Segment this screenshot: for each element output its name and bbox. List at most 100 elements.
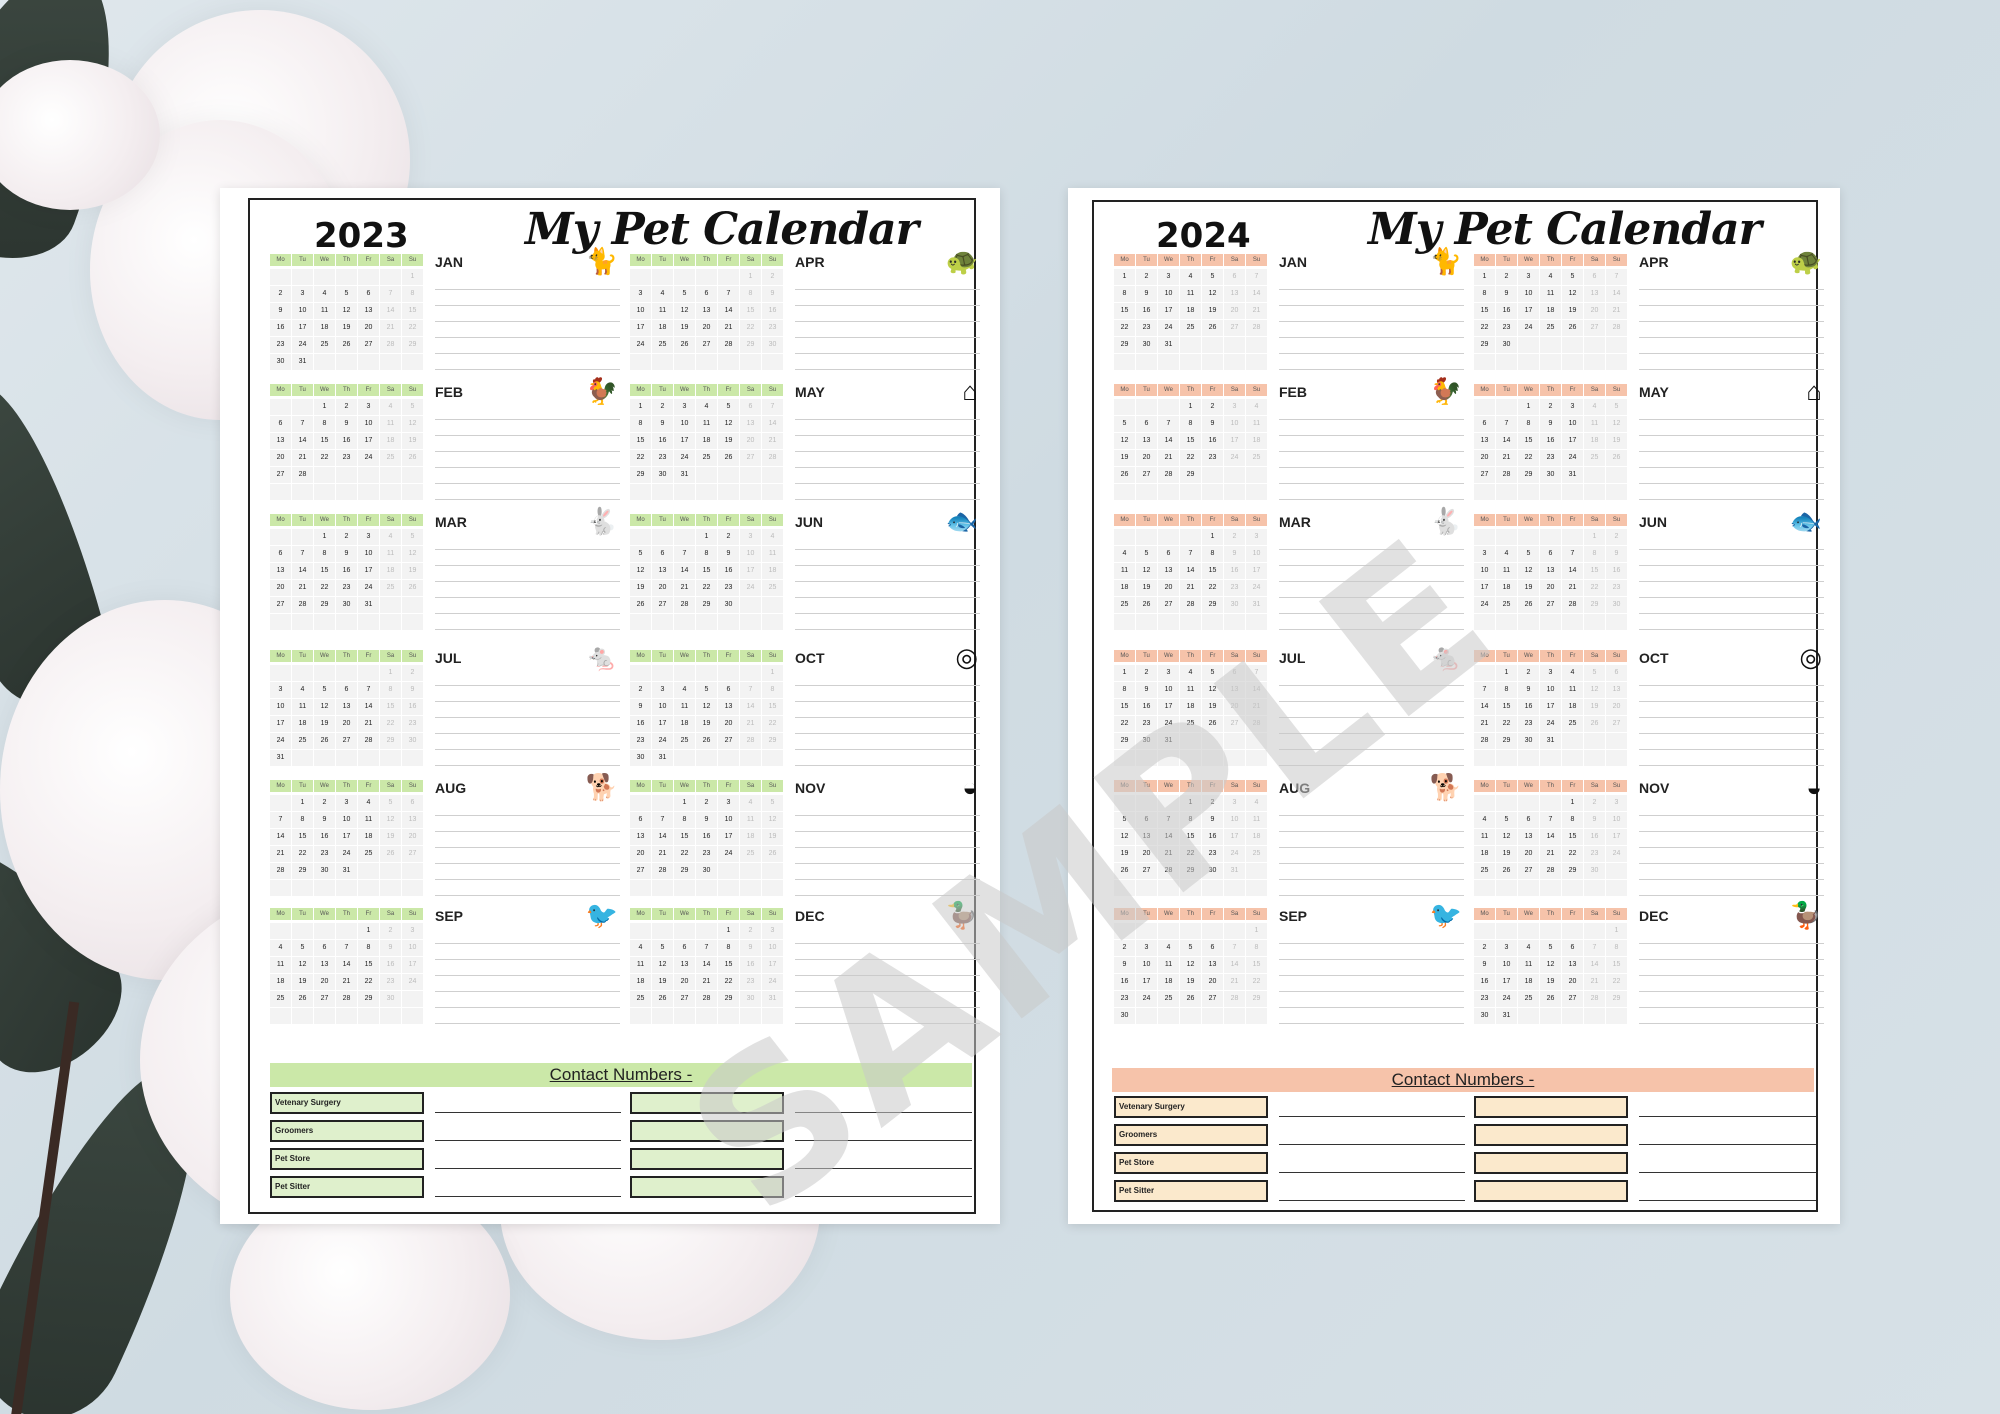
contact-write-line[interactable] <box>1279 1116 1465 1117</box>
month-day-grid: Mo Tu We Th Fr Sa Su 1 2 3 4 5 6 7 8 9 10 11 12 13 14 15 16 17 1… <box>630 514 784 630</box>
weekday-header: Tu <box>1136 650 1157 662</box>
day-cell: 6 <box>270 416 291 432</box>
weekday-header: Sa <box>380 780 401 792</box>
day-cell: 31 <box>1246 597 1267 613</box>
contact-write-line[interactable] <box>1279 1144 1465 1145</box>
empty-day-cell <box>402 484 423 500</box>
contact-write-line[interactable] <box>1639 1144 1816 1145</box>
day-cells: 1 2 3 4 5 6 7 8 9 10 11 12 13 14 15 16 17 18 19 20 21 22 23 24 2… <box>1474 665 1628 766</box>
weekday-header: Th <box>696 908 717 920</box>
contact-blank-box[interactable] <box>1474 1096 1628 1118</box>
month-block-nov: Mo Tu We Th Fr Sa Su 1 2 3 4 5 6 7 8 9 10 11 12 13 14 15 16 17 1… <box>630 774 980 910</box>
contact-blank-box[interactable] <box>630 1092 784 1114</box>
contact-label-box: Vetenary Surgery <box>1114 1096 1268 1118</box>
contact-write-line[interactable] <box>1279 1200 1465 1201</box>
weekday-header: We <box>1518 650 1539 662</box>
day-cell: 14 <box>270 829 291 845</box>
contact-write-line[interactable] <box>795 1112 972 1113</box>
contact-write-line[interactable] <box>435 1196 621 1197</box>
day-cell: 27 <box>696 337 717 353</box>
day-cell: 28 <box>1606 320 1627 336</box>
empty-day-cell <box>1224 337 1245 353</box>
day-cell: 2 <box>718 529 739 545</box>
day-cell: 2 <box>270 286 291 302</box>
weekday-header: We <box>1158 780 1179 792</box>
day-cell: 24 <box>1136 991 1157 1007</box>
empty-day-cell <box>1540 337 1561 353</box>
day-cell: 10 <box>1562 416 1583 432</box>
day-cell: 31 <box>1158 337 1179 353</box>
day-cell: 31 <box>762 991 783 1007</box>
pet-bowl-icon: ◒ <box>1806 772 1822 802</box>
contact-write-line[interactable] <box>795 1168 972 1169</box>
contact-blank-box[interactable] <box>630 1176 784 1198</box>
day-cell: 24 <box>674 450 695 466</box>
day-cell: 28 <box>718 337 739 353</box>
weekday-header: Th <box>336 650 357 662</box>
contact-write-line[interactable] <box>1639 1172 1816 1173</box>
day-cell: 5 <box>314 682 335 698</box>
day-cell: 21 <box>380 320 401 336</box>
weekday-header: Tu <box>1136 514 1157 526</box>
contact-write-line[interactable] <box>435 1112 621 1113</box>
weekday-header: Su <box>1246 780 1267 792</box>
day-cell: 4 <box>1114 546 1135 562</box>
notes-lines <box>795 274 980 382</box>
contact-write-line[interactable] <box>1279 1172 1465 1173</box>
day-cell: 1 <box>630 399 651 415</box>
contact-blank-box[interactable] <box>630 1120 784 1142</box>
weekday-header: Sa <box>740 780 761 792</box>
month-name: NOV <box>1639 780 1670 796</box>
contact-blank-box[interactable] <box>1474 1180 1628 1202</box>
empty-day-cell <box>1496 923 1517 939</box>
weekday-header: Mo <box>1474 908 1495 920</box>
day-cell: 15 <box>402 303 423 319</box>
contact-write-line[interactable] <box>435 1168 621 1169</box>
empty-day-cell <box>1562 529 1583 545</box>
month-block-jan: Mo Tu We Th Fr Sa Su 1 2 3 4 5 6 7 8 9 10 11 12 13 14 15 16 17 1… <box>270 248 620 384</box>
empty-day-cell <box>1584 750 1605 766</box>
empty-day-cell <box>1136 529 1157 545</box>
empty-day-cell <box>630 529 651 545</box>
weekday-header: Fr <box>1562 384 1583 396</box>
day-cell: 30 <box>1136 337 1157 353</box>
day-cell: 26 <box>630 597 651 613</box>
day-cell: 24 <box>292 337 313 353</box>
day-cell: 11 <box>380 546 401 562</box>
contact-write-line[interactable] <box>795 1140 972 1141</box>
contact-write-line[interactable] <box>1639 1116 1816 1117</box>
weekday-header-row: Mo Tu We Th Fr Sa Su <box>270 514 424 526</box>
day-cell: 4 <box>1246 795 1267 811</box>
day-cell: 11 <box>652 303 673 319</box>
empty-day-cell <box>740 750 761 766</box>
notes-lines <box>1279 534 1464 642</box>
day-cell: 21 <box>1562 580 1583 596</box>
contact-blank-box[interactable] <box>1474 1124 1628 1146</box>
contact-write-line[interactable] <box>795 1196 972 1197</box>
contact-write-line[interactable] <box>1639 1200 1816 1201</box>
day-cell: 26 <box>402 450 423 466</box>
contact-write-line[interactable] <box>435 1140 621 1141</box>
day-cell: 5 <box>1496 812 1517 828</box>
weekday-header-row: Mo Tu We Th Fr Sa Su <box>1474 650 1628 662</box>
duck-icon: 🦆 <box>1789 900 1822 930</box>
day-cell: 14 <box>1474 699 1495 715</box>
empty-day-cell <box>652 269 673 285</box>
weekday-header: We <box>314 650 335 662</box>
day-cell: 28 <box>652 863 673 879</box>
empty-day-cell <box>1606 1008 1627 1024</box>
month-block-mar: Mo Tu We Th Fr Sa Su 1 2 3 4 5 6 7 8 9 10 11 12 13 14 15 16 17 1… <box>1114 508 1464 644</box>
empty-day-cell <box>762 354 783 370</box>
empty-day-cell <box>1540 614 1561 630</box>
empty-day-cell <box>1474 614 1495 630</box>
day-cell: 5 <box>336 286 357 302</box>
weekday-header: Tu <box>1496 514 1517 526</box>
mouse-icon: 🐁 <box>1429 642 1462 672</box>
contact-blank-box[interactable] <box>630 1148 784 1170</box>
day-cell: 20 <box>718 716 739 732</box>
empty-day-cell <box>1246 750 1267 766</box>
day-cell: 3 <box>1474 546 1495 562</box>
notes-lines <box>1639 404 1824 512</box>
day-cell: 9 <box>1202 416 1223 432</box>
contact-blank-box[interactable] <box>1474 1152 1628 1174</box>
